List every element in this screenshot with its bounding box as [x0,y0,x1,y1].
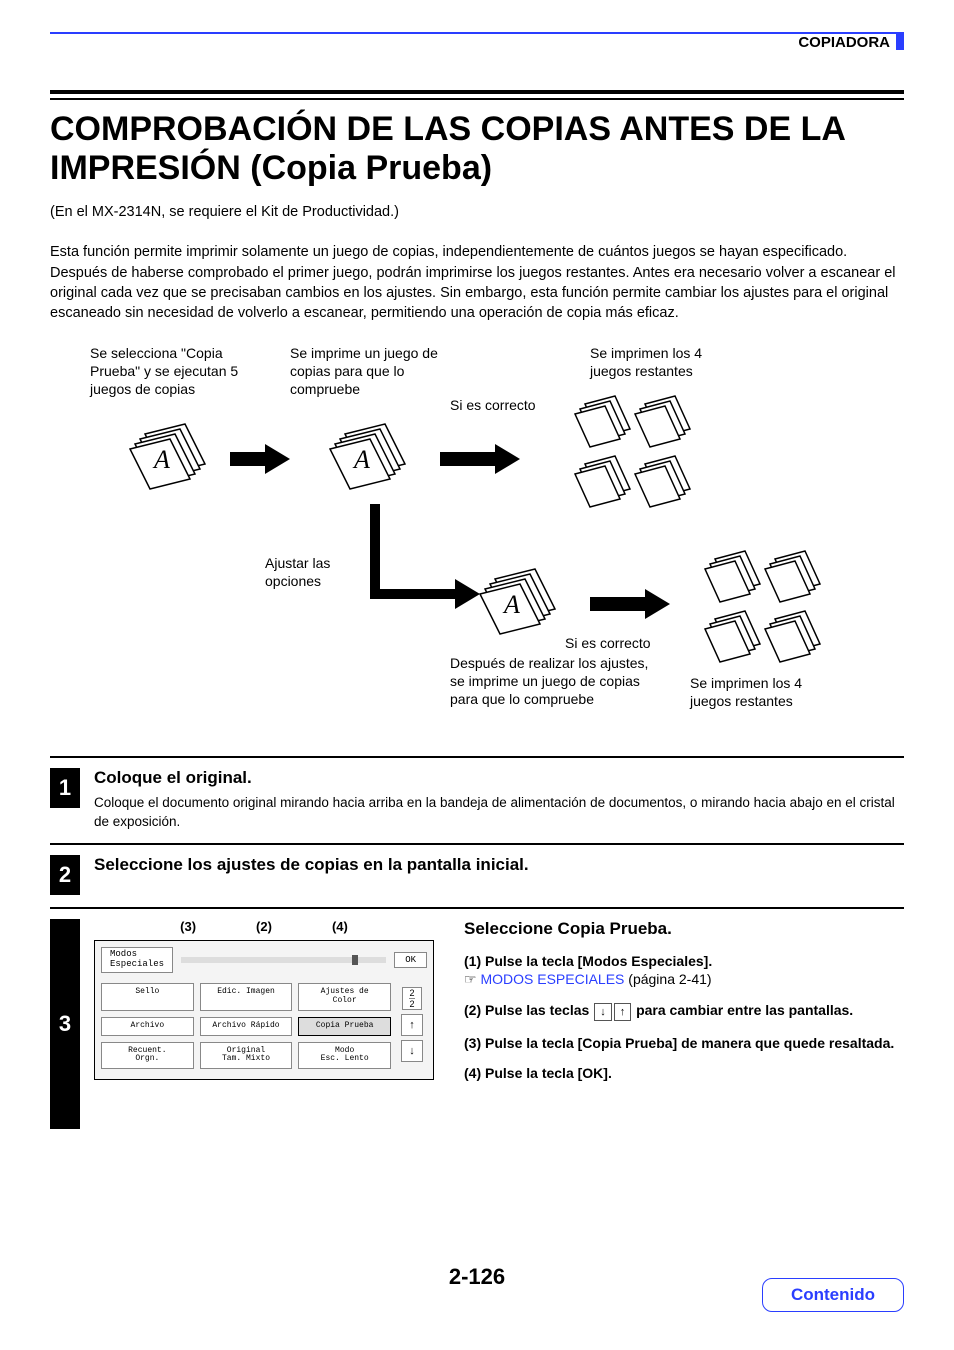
paper-stack-icon: A [320,414,410,494]
callout-2: (2) [256,919,272,934]
step-2: 2 Seleccione los ajustes de copias en la… [50,855,904,895]
substep-4: (4) Pulse la tecla [OK]. [464,1065,904,1081]
svg-text:A: A [152,445,170,474]
arrow-up-button[interactable]: ↑ [401,1014,423,1036]
svg-text:A: A [778,567,793,589]
svg-text:A: A [588,412,603,434]
step-number: 2 [50,855,80,895]
btn-archivo[interactable]: Archivo [101,1017,194,1036]
diagram-caption-5: Ajustar las opciones [265,554,365,590]
svg-text:A: A [718,627,733,649]
page-title: COMPROBACIÓN DE LAS COPIAS ANTES DE LA I… [50,110,904,188]
svg-text:A: A [588,472,603,494]
flow-diagram: Se selecciona "Copia Prueba" y se ejecut… [50,344,904,744]
substep-2: (2) Pulse las teclas ↓↑ para cambiar ent… [464,1002,904,1020]
header-rule [50,32,904,34]
step-rule [50,756,904,758]
svg-text:A: A [718,567,733,589]
modes-tab[interactable]: Modos Especiales [101,947,173,973]
diagram-caption-7: Si es correcto [565,634,665,652]
arrow-down-button[interactable]: ↓ [401,1040,423,1062]
btn-sello[interactable]: Sello [101,983,194,1011]
paper-multi-stack-icon: A A A A [560,384,710,524]
pointer-icon: ☞ [464,971,480,987]
svg-text:A: A [778,627,793,649]
title-rule [50,90,904,100]
step-3-subtitle: Seleccione Copia Prueba. [464,919,904,939]
step-rule [50,907,904,909]
btn-copia-prueba[interactable]: Copia Prueba [298,1017,391,1036]
callout-3: (3) [180,919,196,934]
svg-text:A: A [648,412,663,434]
modos-especiales-link[interactable]: MODOS ESPECIALES [480,971,624,987]
step-1-text: Coloque el documento original mirando ha… [94,794,904,832]
step-number: 1 [50,768,80,808]
substep-1: (1) Pulse la tecla [Modos Especiales]. ☞… [464,953,904,988]
callout-4: (4) [332,919,348,934]
ok-button[interactable]: OK [394,952,427,968]
page-current: 2 [409,988,414,998]
arrow-icon [590,589,670,623]
arrow-icon [440,444,520,478]
step-rule [50,843,904,845]
step-3: 3 (3) (2) (4) Modos Especiales [50,919,904,1129]
diagram-caption-3: Si es correcto [450,396,560,414]
elbow-arrow-icon [360,504,480,628]
btn-modo-esc-lento[interactable]: Modo Esc. Lento [298,1042,391,1070]
ui-callouts: (3) (2) (4) [94,919,434,934]
step-1-title: Coloque el original. [94,768,904,788]
paper-multi-stack-icon: A A A A [690,539,840,679]
diagram-caption-6: Después de realizar los ajustes, se impr… [450,654,660,709]
header-section-title: COPIADORA [798,34,890,51]
svg-text:A: A [648,472,663,494]
page-total: 2 [409,999,414,1009]
step-number: 3 [50,919,80,1129]
intro-body: Esta función permite imprimir solamente … [50,242,904,323]
svg-text:A: A [502,590,520,619]
paper-stack-icon: A [470,559,560,639]
diagram-caption-2: Se imprime un juego de copias para que l… [290,344,450,399]
printer-ui-panel: Modos Especiales OK Sello Edic. Imagen A… [94,940,434,1080]
svg-text:A: A [352,445,370,474]
btn-edic-imagen[interactable]: Edic. Imagen [200,983,293,1011]
intro-note: (En el MX-2314N, se requiere el Kit de P… [50,202,904,222]
up-key-icon: ↑ [614,1003,632,1021]
arrow-icon [230,444,290,478]
diagram-caption-4: Se imprimen los 4 juegos restantes [590,344,740,380]
btn-archivo-rapido[interactable]: Archivo Rápido [200,1017,293,1036]
btn-original-tam-mixto[interactable]: Original Tam. Mixto [200,1042,293,1070]
down-key-icon: ↓ [594,1003,612,1021]
paper-stack-icon: A [120,414,210,494]
contents-button[interactable]: Contenido [762,1278,904,1312]
header-accent-block [896,32,904,50]
btn-ajustes-color[interactable]: Ajustes de Color [298,983,391,1011]
slider-bar[interactable] [181,957,386,963]
btn-recuent-orgn[interactable]: Recuent. Orgn. [101,1042,194,1070]
substep-3: (3) Pulse la tecla [Copia Prueba] de man… [464,1035,904,1051]
diagram-caption-8: Se imprimen los 4 juegos restantes [690,674,840,710]
step-1: 1 Coloque el original. Coloque el docume… [50,768,904,832]
diagram-caption-1: Se selecciona "Copia Prueba" y se ejecut… [90,344,240,399]
step-2-title: Seleccione los ajustes de copias en la p… [94,855,904,875]
